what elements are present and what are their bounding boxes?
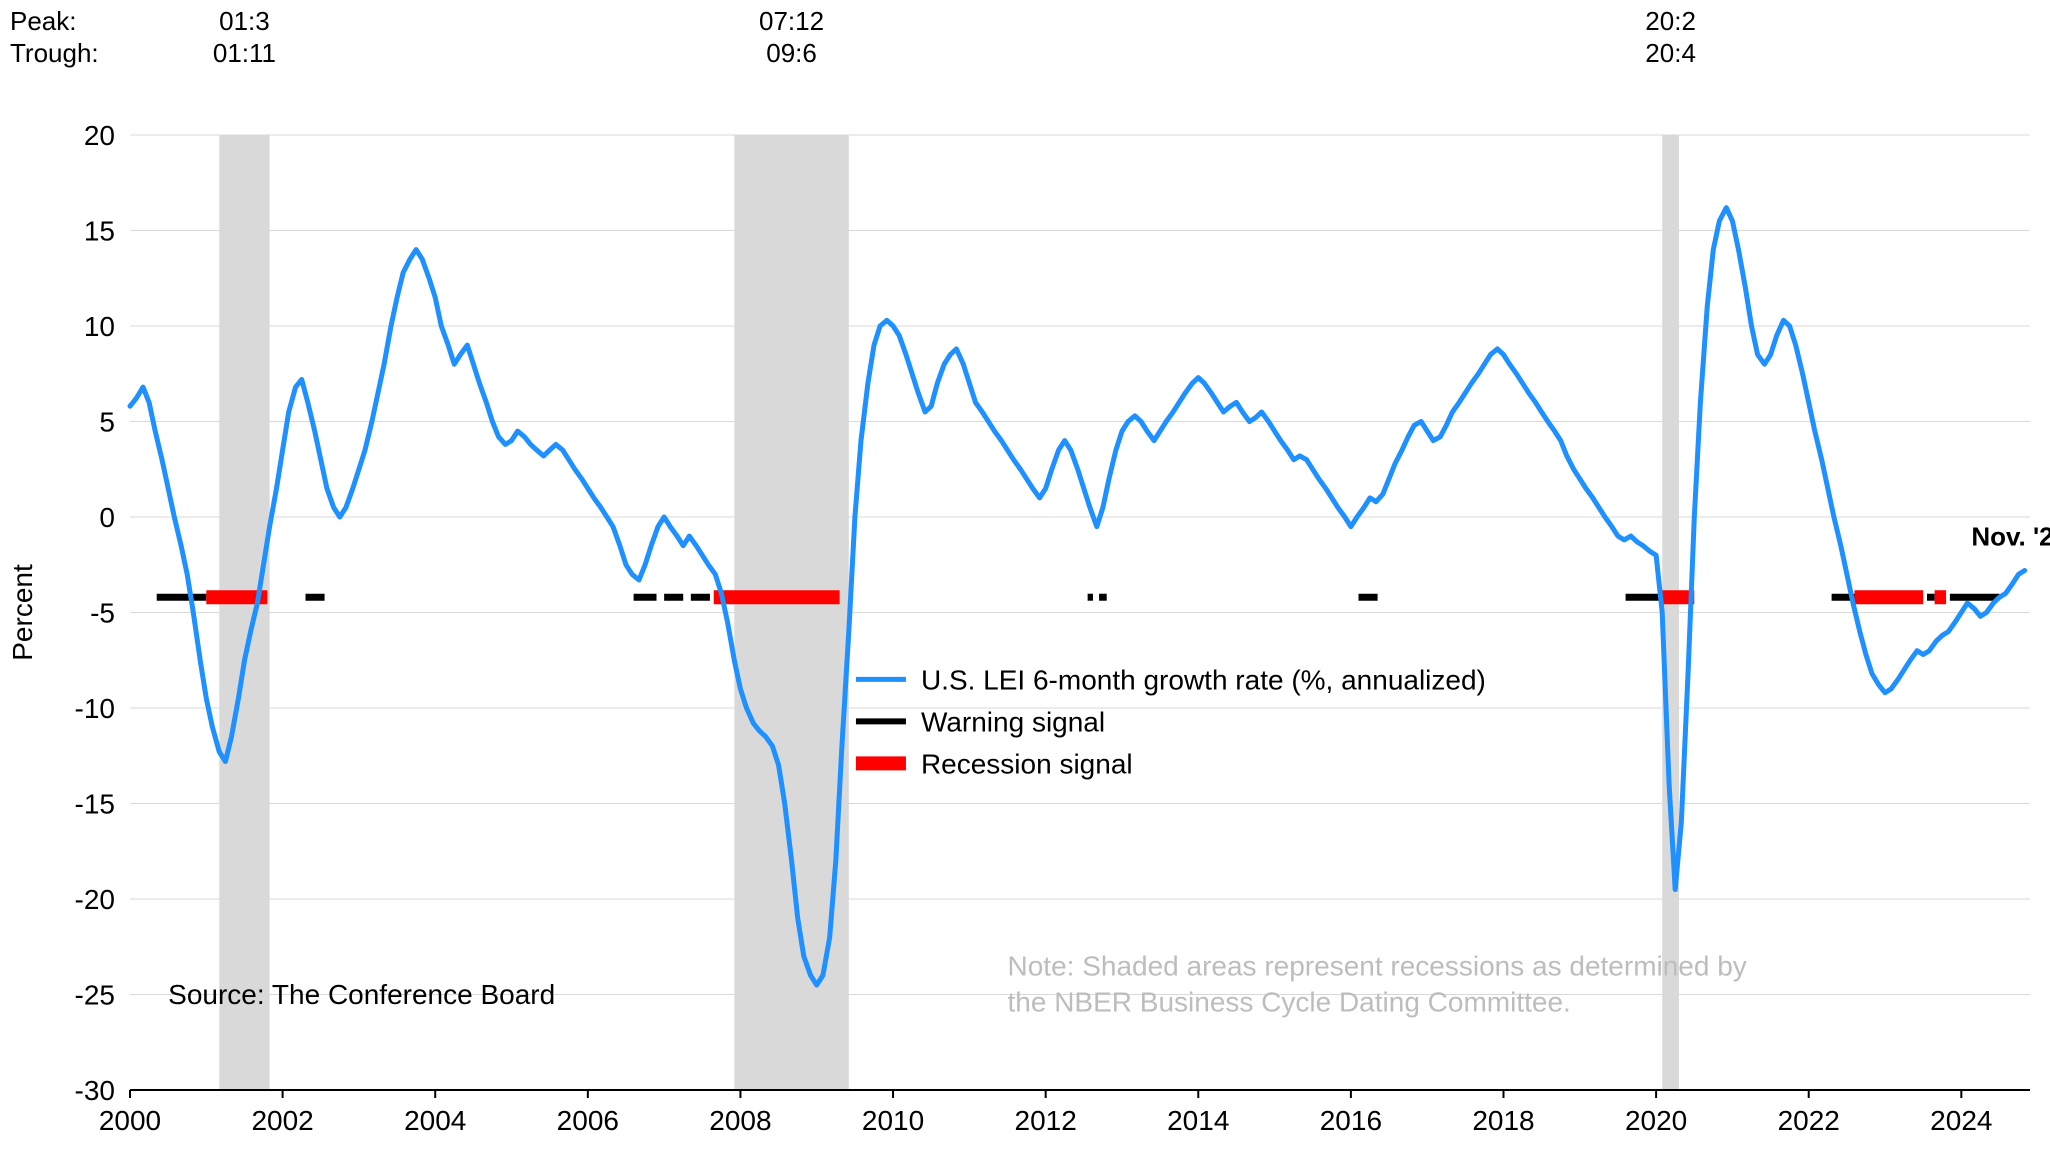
peak-label: 20:2: [1645, 6, 1696, 36]
y-tick-label: -5: [90, 598, 115, 629]
x-tick-label: 2008: [709, 1105, 771, 1136]
peak-label: 07:12: [759, 6, 824, 36]
y-tick-label: 10: [84, 311, 115, 342]
x-tick-label: 2024: [1930, 1105, 1992, 1136]
x-tick-label: 2002: [251, 1105, 313, 1136]
legend-label: Recession signal: [921, 748, 1133, 779]
lei-chart-svg: -30 -25 -20 -15 -10 -5 0 5 10 15 20 Percent 2000 2002…: [0, 0, 2050, 1165]
y-tick-label: -25: [75, 980, 115, 1011]
y-tick-label: 15: [84, 216, 115, 247]
x-tick-label: 2010: [862, 1105, 924, 1136]
y-tick-label: 0: [99, 502, 115, 533]
trough-header: Trough:: [10, 38, 99, 68]
y-tick-label: -15: [75, 789, 115, 820]
trough-label: 20:4: [1645, 38, 1696, 68]
y-tick-label: -20: [75, 884, 115, 915]
y-axis-title: Percent: [7, 564, 38, 661]
trough-label: 09:6: [766, 38, 817, 68]
x-tick-label: 2018: [1472, 1105, 1534, 1136]
chart-note: the NBER Business Cycle Dating Committee…: [1008, 986, 1571, 1017]
x-tick-label: 2004: [404, 1105, 466, 1136]
y-tick-label: 20: [84, 120, 115, 151]
y-tick-label: 5: [99, 407, 115, 438]
lei-chart-container: -30 -25 -20 -15 -10 -5 0 5 10 15 20 Percent 2000 2002…: [0, 0, 2050, 1165]
legend-label: U.S. LEI 6-month growth rate (%, annuali…: [921, 664, 1486, 695]
y-tick-label: -30: [75, 1075, 115, 1106]
chart-source: Source: The Conference Board: [168, 979, 555, 1010]
x-tick-label: 2022: [1778, 1105, 1840, 1136]
x-tick-label: 2020: [1625, 1105, 1687, 1136]
y-tick-label: -10: [75, 693, 115, 724]
peak-header: Peak:: [10, 6, 77, 36]
x-tick-label: 2012: [1015, 1105, 1077, 1136]
x-tick-label: 2006: [557, 1105, 619, 1136]
peak-label: 01:3: [219, 6, 270, 36]
x-tick-label: 2014: [1167, 1105, 1229, 1136]
legend-label: Warning signal: [921, 706, 1105, 737]
chart-note: Note: Shaded areas represent recessions …: [1008, 950, 1747, 981]
x-tick-label: 2000: [99, 1105, 161, 1136]
end-label: Nov. '24: [1971, 521, 2050, 551]
trough-label: 01:11: [213, 38, 276, 68]
x-tick-label: 2016: [1320, 1105, 1382, 1136]
